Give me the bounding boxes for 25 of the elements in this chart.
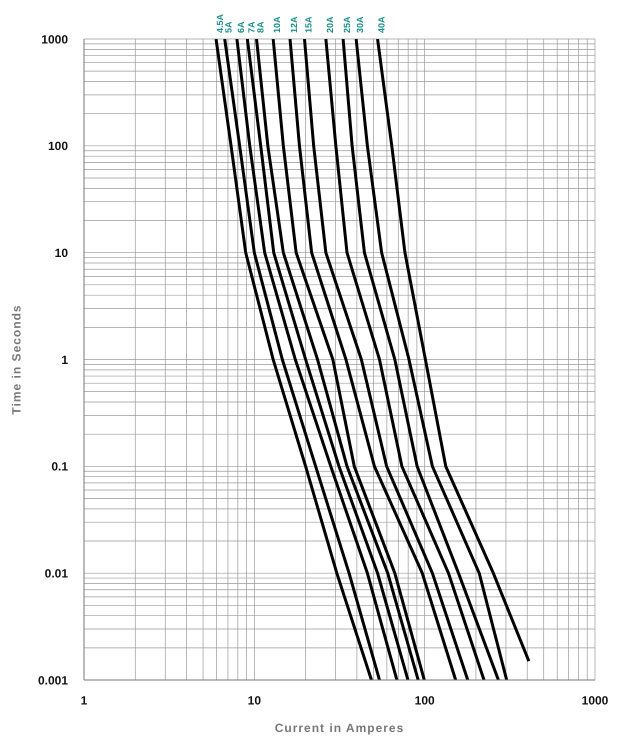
text: 40A	[376, 16, 387, 33]
y-tick-label: 0.001	[38, 673, 68, 688]
y-axis-title: Time in Seconds	[9, 304, 24, 415]
y-tick-label: 10	[54, 246, 68, 260]
text: 15A	[303, 16, 314, 33]
text: 4.5A	[215, 13, 226, 33]
y-tick-label: 1000	[41, 32, 68, 46]
text: 20A	[324, 16, 335, 33]
text: 12A	[289, 16, 300, 33]
y-tick-label: 100	[48, 139, 68, 154]
text: 25A	[342, 16, 352, 33]
text: 7A	[246, 20, 256, 33]
y-tick-label: 0.1	[51, 460, 68, 474]
x-tick-label: 100	[414, 694, 435, 708]
y-tick-label: 1	[61, 352, 68, 367]
text: 30A	[355, 16, 366, 33]
x-tick-label: 1	[80, 694, 88, 708]
text: 5A	[224, 20, 234, 33]
text: 8A	[256, 20, 266, 33]
x-tick-label: 10	[248, 694, 262, 708]
x-axis-title: Current in Amperes	[274, 721, 404, 735]
text: 10A	[272, 16, 282, 33]
x-tick-label: 1000	[582, 694, 609, 708]
text: 6A	[236, 20, 246, 33]
y-tick-label: 0.01	[44, 566, 68, 580]
